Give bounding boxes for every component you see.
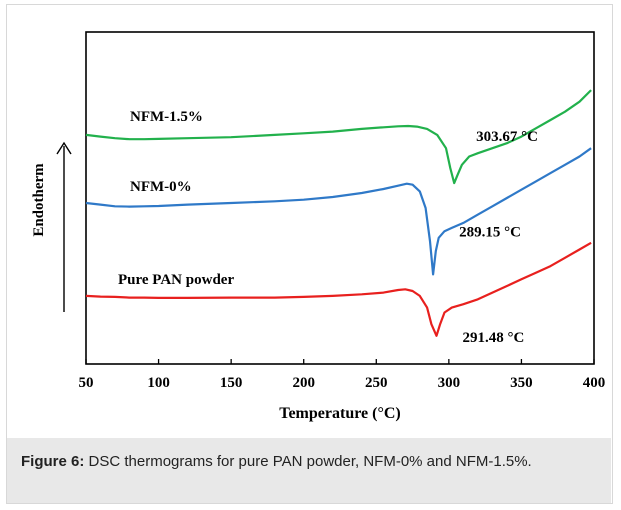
labels-layer: NFM-1.5% NFM-0% Pure PAN powder 303.67 °C 28… [118,109,538,346]
x-tick-label: 300 [438,375,461,391]
caption-text: DSC thermograms for pure PAN powder, NFM… [84,453,532,470]
peak-label: 289.15 °C [459,224,521,240]
caption-label: Figure 6: [21,453,85,470]
x-tick-label: 350 [510,375,533,391]
x-tick-label: 100 [147,375,170,391]
x-tick-label: 250 [365,375,388,391]
figure-frame [6,4,613,504]
x-tick-label: 200 [292,375,315,391]
figure-caption: Figure 6: DSC thermograms for pure PAN p… [7,438,611,503]
series-name-label: Pure PAN powder [118,272,234,288]
peak-label: 303.67 °C [476,129,538,145]
x-axis: 50 100 150 200 250 300 350 400 [79,359,606,391]
x-tick-label: 400 [583,375,606,391]
series-line-0 [85,89,592,185]
series-line-2 [85,241,592,337]
series-layer [85,89,592,337]
x-tick-label: 50 [79,375,94,391]
y-axis-label: Endotherm [31,163,47,237]
endotherm-arrow-icon [56,141,72,312]
peak-label: 291.48 °C [462,330,524,346]
x-tick-label: 150 [220,375,243,391]
x-axis-label: Temperature (°C) [279,405,400,422]
series-line-1 [85,147,592,276]
series-name-label: NFM-1.5% [130,109,203,125]
series-name-label: NFM-0% [130,179,192,195]
plot-frame [85,31,595,365]
